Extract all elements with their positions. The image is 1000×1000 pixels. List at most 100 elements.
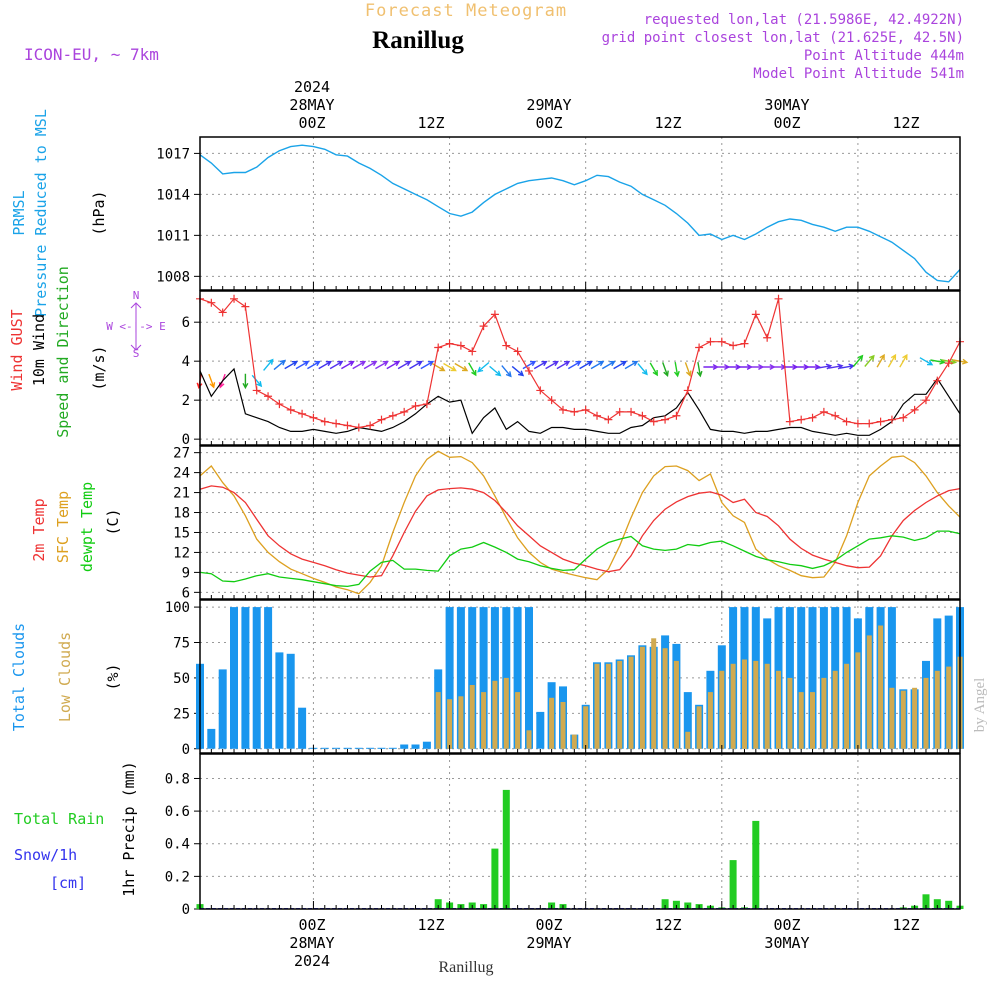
low-cloud-bar [889,687,895,749]
clouds-ytick-label: 0 [182,742,190,758]
wind-gust-label: Wind GUST [8,309,26,390]
low-cloud-bar [662,648,668,749]
low-cloud-bar [776,670,781,749]
pressure-ytick-label: 1017 [156,146,190,162]
low-cloud-bar [707,692,713,749]
low-cloud-bar [481,692,487,749]
low-cloud-bar [753,660,759,749]
low-cloud-bar [900,690,906,749]
total-cloud-bar [354,747,363,749]
top-time-label: 28MAY [289,96,334,114]
wind-gust-marker [513,347,522,356]
wind-gust-marker [615,407,624,416]
wind-direction-arrow [295,360,310,370]
wind-gust-marker [627,407,636,416]
pressure-ytick-label: 1014 [156,187,190,203]
wind-gust-marker [661,415,670,424]
wind-gust-marker [264,392,273,401]
total-cloud-bar [445,607,454,749]
precip-panel: Total Rain Snow/1h [cm] 1hr Precip (mm) [14,761,964,909]
low-cloud-bar [832,670,838,749]
total-cloud-bar [683,692,692,749]
temperature-panel: 2m Temp SFC Temp dewpt Temp (C) [30,450,961,595]
wind-gust-marker [286,405,295,414]
low-cloud-bar [549,697,555,749]
low-cloud-bar [492,680,498,749]
clouds-panel: Total Clouds Low Clouds (%) [10,607,964,749]
product-title: Forecast Meteogram [365,1,567,21]
temp-ytick-label: 18 [173,506,190,522]
snow-label: Snow/1h [14,846,77,864]
top-time-label: 12Z [654,114,681,132]
total-cloud-bar [320,747,329,749]
wind-gust-marker [207,298,216,307]
pressure-series-line [199,144,961,283]
watermark: by Angel [972,678,988,733]
wind-direction-arrow [852,354,864,367]
wind-panel: Wind GUST 10m Wind Speed and Direction (… [8,266,969,438]
rain-bar [502,789,510,909]
wind-gust-marker [944,359,953,368]
wind-gust-marker [524,366,533,375]
bottom-time-label: 12Z [892,916,919,934]
wind-unit: (m/s) [90,345,108,390]
wind-direction-arrow [673,361,680,378]
top-time-label: 00Z [773,114,800,132]
low-cloud-bar [651,638,657,749]
wind-gust-marker [547,396,556,405]
compass-n: N [133,289,140,302]
low-cloud-bar [934,670,940,749]
wind-gust-marker [309,413,318,422]
total-cloud-bar [456,607,465,749]
rain-bar [945,900,953,909]
low-cloud-bar [503,677,509,749]
wind-gust-marker [377,415,386,424]
top-time-label: 2024 [294,78,330,96]
top-time-label: 30MAY [764,96,809,114]
low-cloud-bar [730,663,736,749]
wind-direction-arrow [545,360,559,370]
grid-lines [194,137,960,910]
wind-direction-arrow [501,365,512,378]
wind-gust-marker [354,423,363,432]
wind-direction-arrow [363,360,378,370]
wind-gust-marker [706,337,715,346]
wind-gust-marker [695,343,704,352]
wind-direction-arrow [341,360,355,370]
wind-gust-marker [819,407,828,416]
point-altitude: Point Altitude 444m [804,48,964,64]
wind-direction-label: Speed and Direction [54,266,72,438]
wind-gust-marker [865,419,874,428]
wind-direction-arrow [468,362,477,377]
wind-direction-arrow [556,360,571,370]
low-cloud-bar [696,706,702,749]
wind-gust-marker [808,413,817,422]
precip-ytick-label: 0.2 [165,869,190,885]
low-cloud-bar [855,652,861,749]
wind-gust-marker [683,386,692,395]
sfc-temp-series-line [199,450,961,595]
wind-gust-marker [842,417,851,426]
pressure-ytick-label: 1008 [156,269,190,285]
low-cloud-bar [798,692,804,749]
wind-direction-arrow [624,360,639,370]
wind-gust-marker [887,415,896,424]
precip-ytick-label: 0.4 [165,837,190,853]
bottom-time-label: 30MAY [764,934,809,952]
rain-bar [672,900,680,909]
low-cloud-bar [923,677,929,749]
total-cloud-bar [230,607,238,749]
total-cloud-bar [252,607,261,749]
temp-frame [199,445,961,600]
wind-gust-marker [740,339,749,348]
temp-ytick-label: 24 [173,466,190,482]
wind-gust-marker [558,405,567,414]
compass-s: S [133,347,140,360]
bottom-time-label: 00Z [773,916,800,934]
wind-gust-marker [366,421,375,430]
low-cloud-bar [594,663,600,749]
low-cloud-bar [866,635,872,749]
requested-coords: requested lon,lat (21.5986E, 42.4922N) [644,12,964,28]
wind-gust-marker [320,417,329,426]
